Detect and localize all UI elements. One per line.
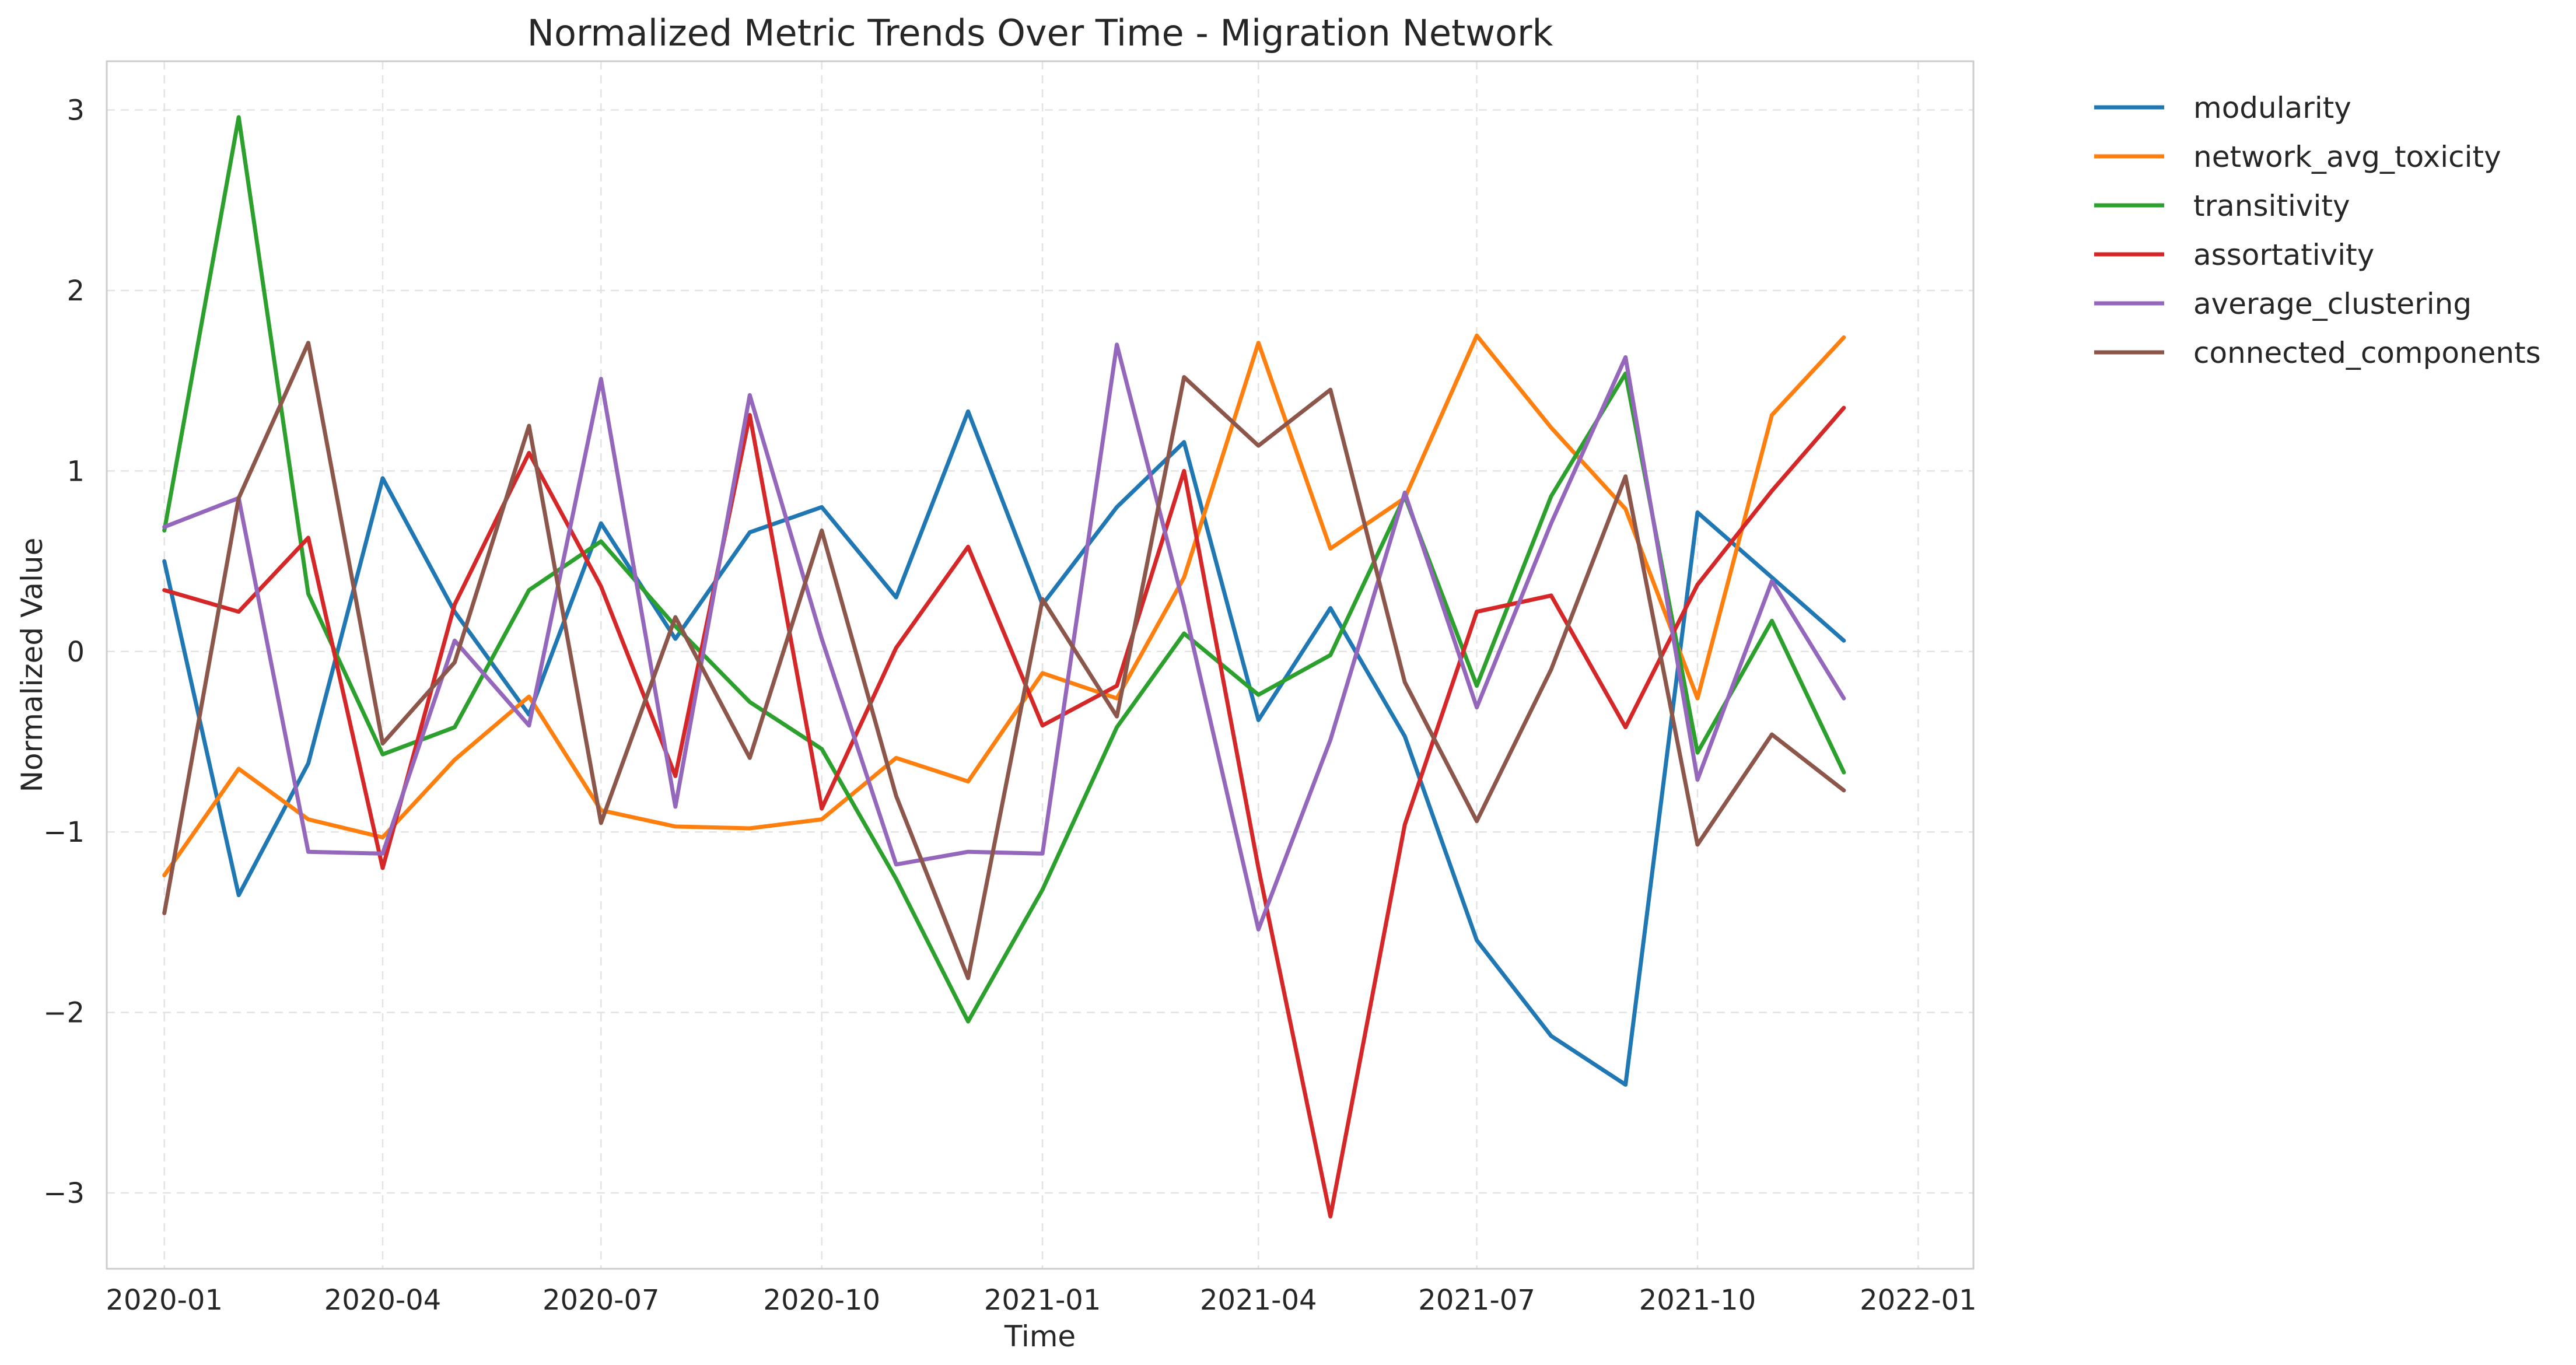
y-axis-label: Normalized Value (15, 538, 49, 793)
y-tick-label: −2 (43, 997, 85, 1030)
legend-label-transitivity: transitivity (2193, 189, 2350, 223)
series-line-network-avg-toxicity (162, 333, 1846, 877)
legend-label-average-clustering: average_clustering (2193, 287, 2472, 321)
legend-label-assortativity: assortativity (2193, 238, 2374, 272)
x-tick-label: 2020-07 (542, 1284, 660, 1317)
series-lines (162, 115, 1846, 1219)
x-tick-label: 2020-04 (324, 1284, 442, 1317)
x-tick-label: 2020-10 (763, 1284, 880, 1317)
plot-area-frame (106, 60, 1975, 1270)
x-tick-label: 2020-01 (106, 1284, 223, 1317)
series-line-modularity (162, 409, 1846, 1087)
grid-lines (107, 61, 1973, 1269)
axis-ticks: −3 −2 −1 0 1 2 3 2020-01 2020-04 2020-07 2020-10 20… (43, 94, 1976, 1317)
y-tick-label: −3 (43, 1177, 85, 1210)
y-tick-label: −1 (43, 816, 85, 849)
y-tick-label: 3 (66, 94, 85, 127)
legend-label-connected-components: connected_components (2193, 336, 2541, 370)
y-tick-label: 0 (66, 636, 85, 668)
legend: modularity network_avg_toxicity transitivi… (2094, 91, 2541, 370)
x-tick-label: 2021-01 (984, 1284, 1101, 1317)
series-line-connected-components (162, 341, 1846, 981)
x-tick-label: 2021-10 (1639, 1284, 1756, 1317)
x-tick-label: 2022-01 (1860, 1284, 1977, 1317)
x-tick-label: 2021-04 (1200, 1284, 1317, 1317)
y-tick-label: 2 (66, 275, 85, 307)
legend-label-network-avg-toxicity: network_avg_toxicity (2193, 140, 2501, 174)
series-line-transitivity (162, 115, 1846, 1024)
x-tick-label: 2021-07 (1418, 1284, 1535, 1317)
legend-label-modularity: modularity (2193, 91, 2351, 125)
x-axis-label: Time (1004, 1320, 1076, 1353)
y-tick-label: 1 (66, 455, 85, 488)
series-line-assortativity (162, 405, 1846, 1219)
chart-title: Normalized Metric Trends Over Time - Mig… (527, 12, 1553, 54)
